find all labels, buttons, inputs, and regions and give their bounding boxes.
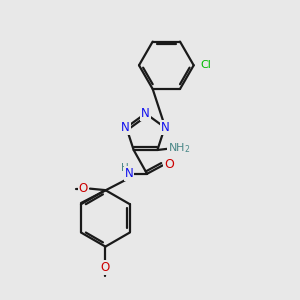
- Text: H: H: [122, 164, 129, 173]
- Text: N: N: [141, 107, 150, 120]
- Text: O: O: [79, 182, 88, 195]
- Text: N: N: [125, 167, 134, 180]
- Text: O: O: [164, 158, 174, 171]
- Text: NH$_2$: NH$_2$: [168, 142, 191, 155]
- Text: O: O: [101, 261, 110, 274]
- Text: Cl: Cl: [201, 60, 212, 70]
- Text: N: N: [122, 121, 130, 134]
- Text: N: N: [161, 121, 170, 134]
